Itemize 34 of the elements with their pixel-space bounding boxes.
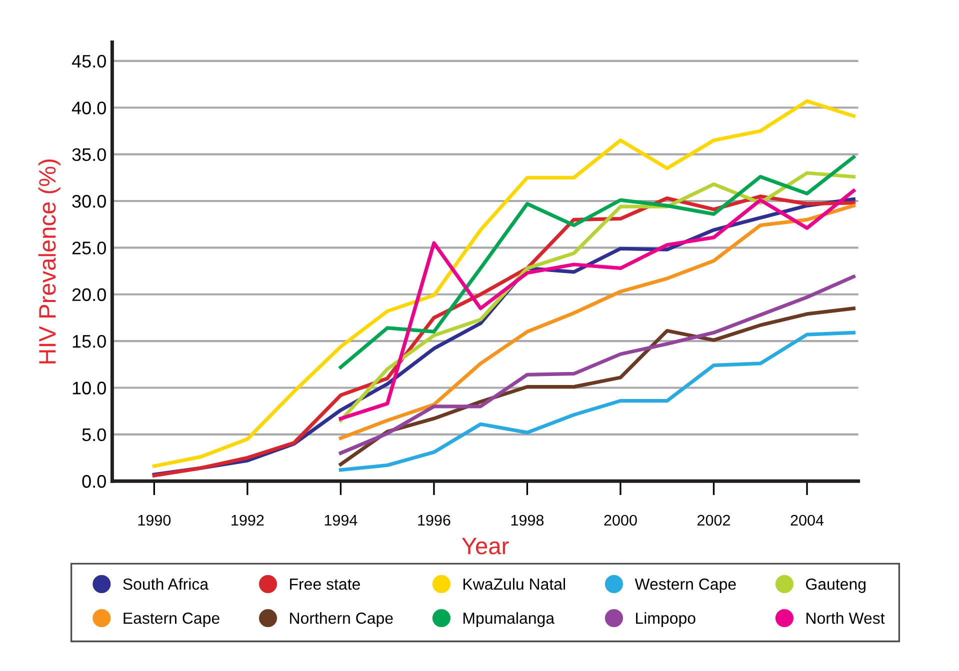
legend-label: KwaZulu Natal [464,578,565,590]
x-tick-label: 1998 [511,514,544,526]
y-tick-label: 30.0 [72,194,106,208]
legend-label: Western Cape [634,578,736,593]
y-tick-label: 20.0 [72,288,106,302]
y-tick-label: 10.0 [72,382,106,394]
legend-label: Northern Cape [290,612,393,628]
y-tick-label: 35.0 [72,148,106,162]
x-tick-label: 1992 [232,514,264,526]
x-tick-label: 1990 [138,514,171,526]
legend-label: North West [806,612,885,624]
x-tick-label: 1996 [418,514,450,526]
legend-label: Free state [290,578,360,590]
y-tick-label: 25.0 [72,242,106,254]
line-series [338,330,856,472]
x-tick-label: 2000 [604,514,637,526]
legend-label: Gauteng [806,578,866,593]
line-series [338,155,856,369]
x-tick-label: 1994 [324,514,358,526]
x-axis-title: Year [462,538,509,554]
legend-label: Eastern Cape [124,612,220,628]
y-tick-label: 40.0 [72,102,106,114]
legend-label: Limpopo [636,612,696,628]
line-series [338,274,856,455]
y-tick-label: 15.0 [72,334,106,348]
line-series [152,99,856,468]
x-tick-label: 2002 [698,514,730,526]
y-tick-label: 5.0 [82,428,106,442]
y-tick-label: 0.0 [82,475,106,488]
y-tick-label: 45.0 [72,54,106,68]
legend-label: Mpumalanga [464,612,555,628]
y-axis-title: HIV Prevalence (%) [38,159,60,364]
x-tick-label: 2004 [790,514,824,526]
legend-label: South Africa [123,578,209,590]
